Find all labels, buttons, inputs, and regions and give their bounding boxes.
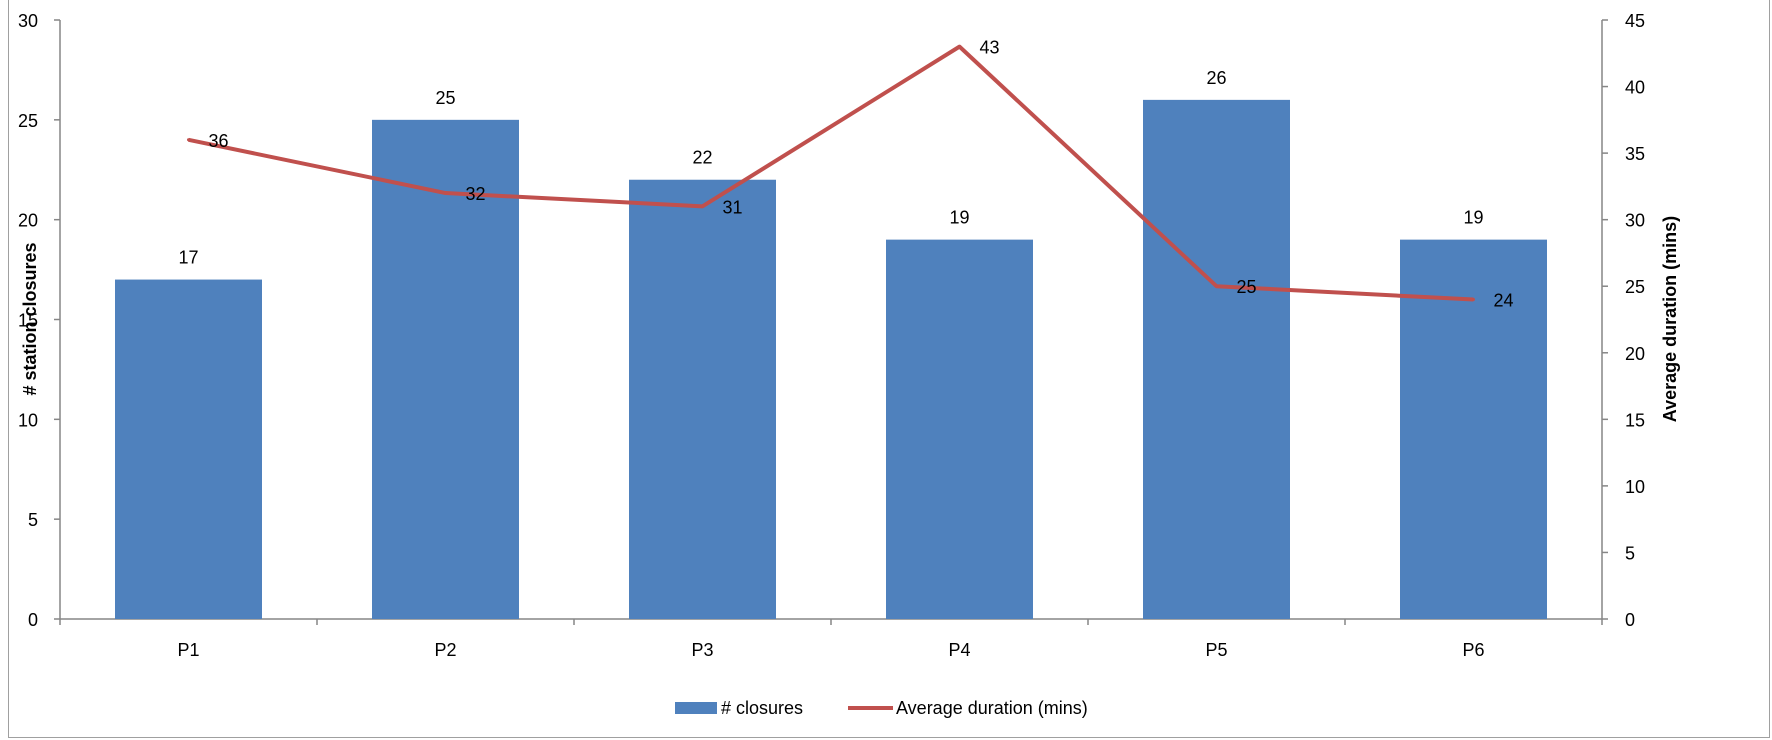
line-data-label: 36	[209, 131, 229, 151]
line-point	[444, 191, 447, 195]
line-point	[958, 45, 961, 49]
x-tick-label: P3	[691, 640, 713, 660]
bar	[372, 119, 519, 619]
legend-bar-swatch	[675, 702, 717, 714]
line-point	[1215, 284, 1218, 288]
left-tick-label: 5	[28, 510, 38, 530]
line-data-label: 43	[980, 38, 1000, 58]
line-point	[1472, 298, 1475, 302]
x-tick-label: P5	[1205, 640, 1227, 660]
bar	[1400, 239, 1547, 619]
line-point	[701, 204, 704, 208]
left-tick-label: 30	[18, 11, 38, 31]
bar	[629, 179, 776, 619]
right-tick-labels: 0 5 10 15 20 25 30 35 40 45	[1602, 11, 1645, 630]
right-tick-label: 10	[1625, 477, 1645, 497]
left-tick-label: 10	[18, 410, 38, 430]
legend: # closures Average duration (mins)	[675, 698, 1088, 718]
right-tick-label: 35	[1625, 144, 1645, 164]
bar-data-label: 26	[1206, 68, 1226, 88]
bar	[886, 239, 1033, 619]
axes-layer	[59, 20, 1603, 620]
line-data-label: 32	[466, 184, 486, 204]
bar-series	[115, 99, 1547, 619]
legend-line-label: Average duration (mins)	[896, 698, 1088, 718]
line-data-label: 25	[1237, 277, 1257, 297]
right-tick-label: 25	[1625, 277, 1645, 297]
right-tick-label: 40	[1625, 78, 1645, 98]
line-data-labels: 36 32 31 43 25 24	[209, 38, 1514, 311]
bar-data-label: 25	[435, 88, 455, 108]
x-tick-labels: P1 P2 P3 P4 P5 P6	[59, 619, 1603, 660]
y-axis-right-title: Average duration (mins)	[1660, 216, 1680, 422]
right-tick-label: 20	[1625, 344, 1645, 364]
right-tick-label: 15	[1625, 410, 1645, 430]
bar-data-label: 19	[1463, 208, 1483, 228]
bar	[1143, 99, 1290, 619]
x-tick-label: P1	[177, 640, 199, 660]
left-tick-label: 0	[28, 610, 38, 630]
right-tick-label: 5	[1625, 543, 1635, 563]
line-series	[187, 44, 1475, 302]
bar-data-label: 17	[178, 248, 198, 268]
left-tick-label: 20	[18, 211, 38, 231]
bar-data-label: 19	[949, 208, 969, 228]
bar	[115, 279, 262, 619]
x-tick-label: P6	[1462, 640, 1484, 660]
left-tick-label: 25	[18, 111, 38, 131]
x-tick-label: P2	[434, 640, 456, 660]
right-tick-label: 45	[1625, 11, 1645, 31]
right-tick-label: 30	[1625, 211, 1645, 231]
left-tick-labels: 0 5 10 15 20 25 30	[18, 11, 60, 630]
y-axis-left-title: # station closures	[20, 242, 40, 395]
line-path	[188, 44, 1474, 302]
line-data-label: 24	[1494, 291, 1514, 311]
bar-data-label: 22	[692, 148, 712, 168]
bar-data-labels: 17 25 22 19 26 19	[178, 68, 1483, 268]
x-tick-label: P4	[948, 640, 970, 660]
right-tick-label: 0	[1625, 610, 1635, 630]
left-tick-label: 15	[18, 311, 38, 331]
line-point	[187, 138, 190, 142]
legend-bar-label: # closures	[721, 698, 803, 718]
line-data-label: 31	[723, 197, 743, 217]
